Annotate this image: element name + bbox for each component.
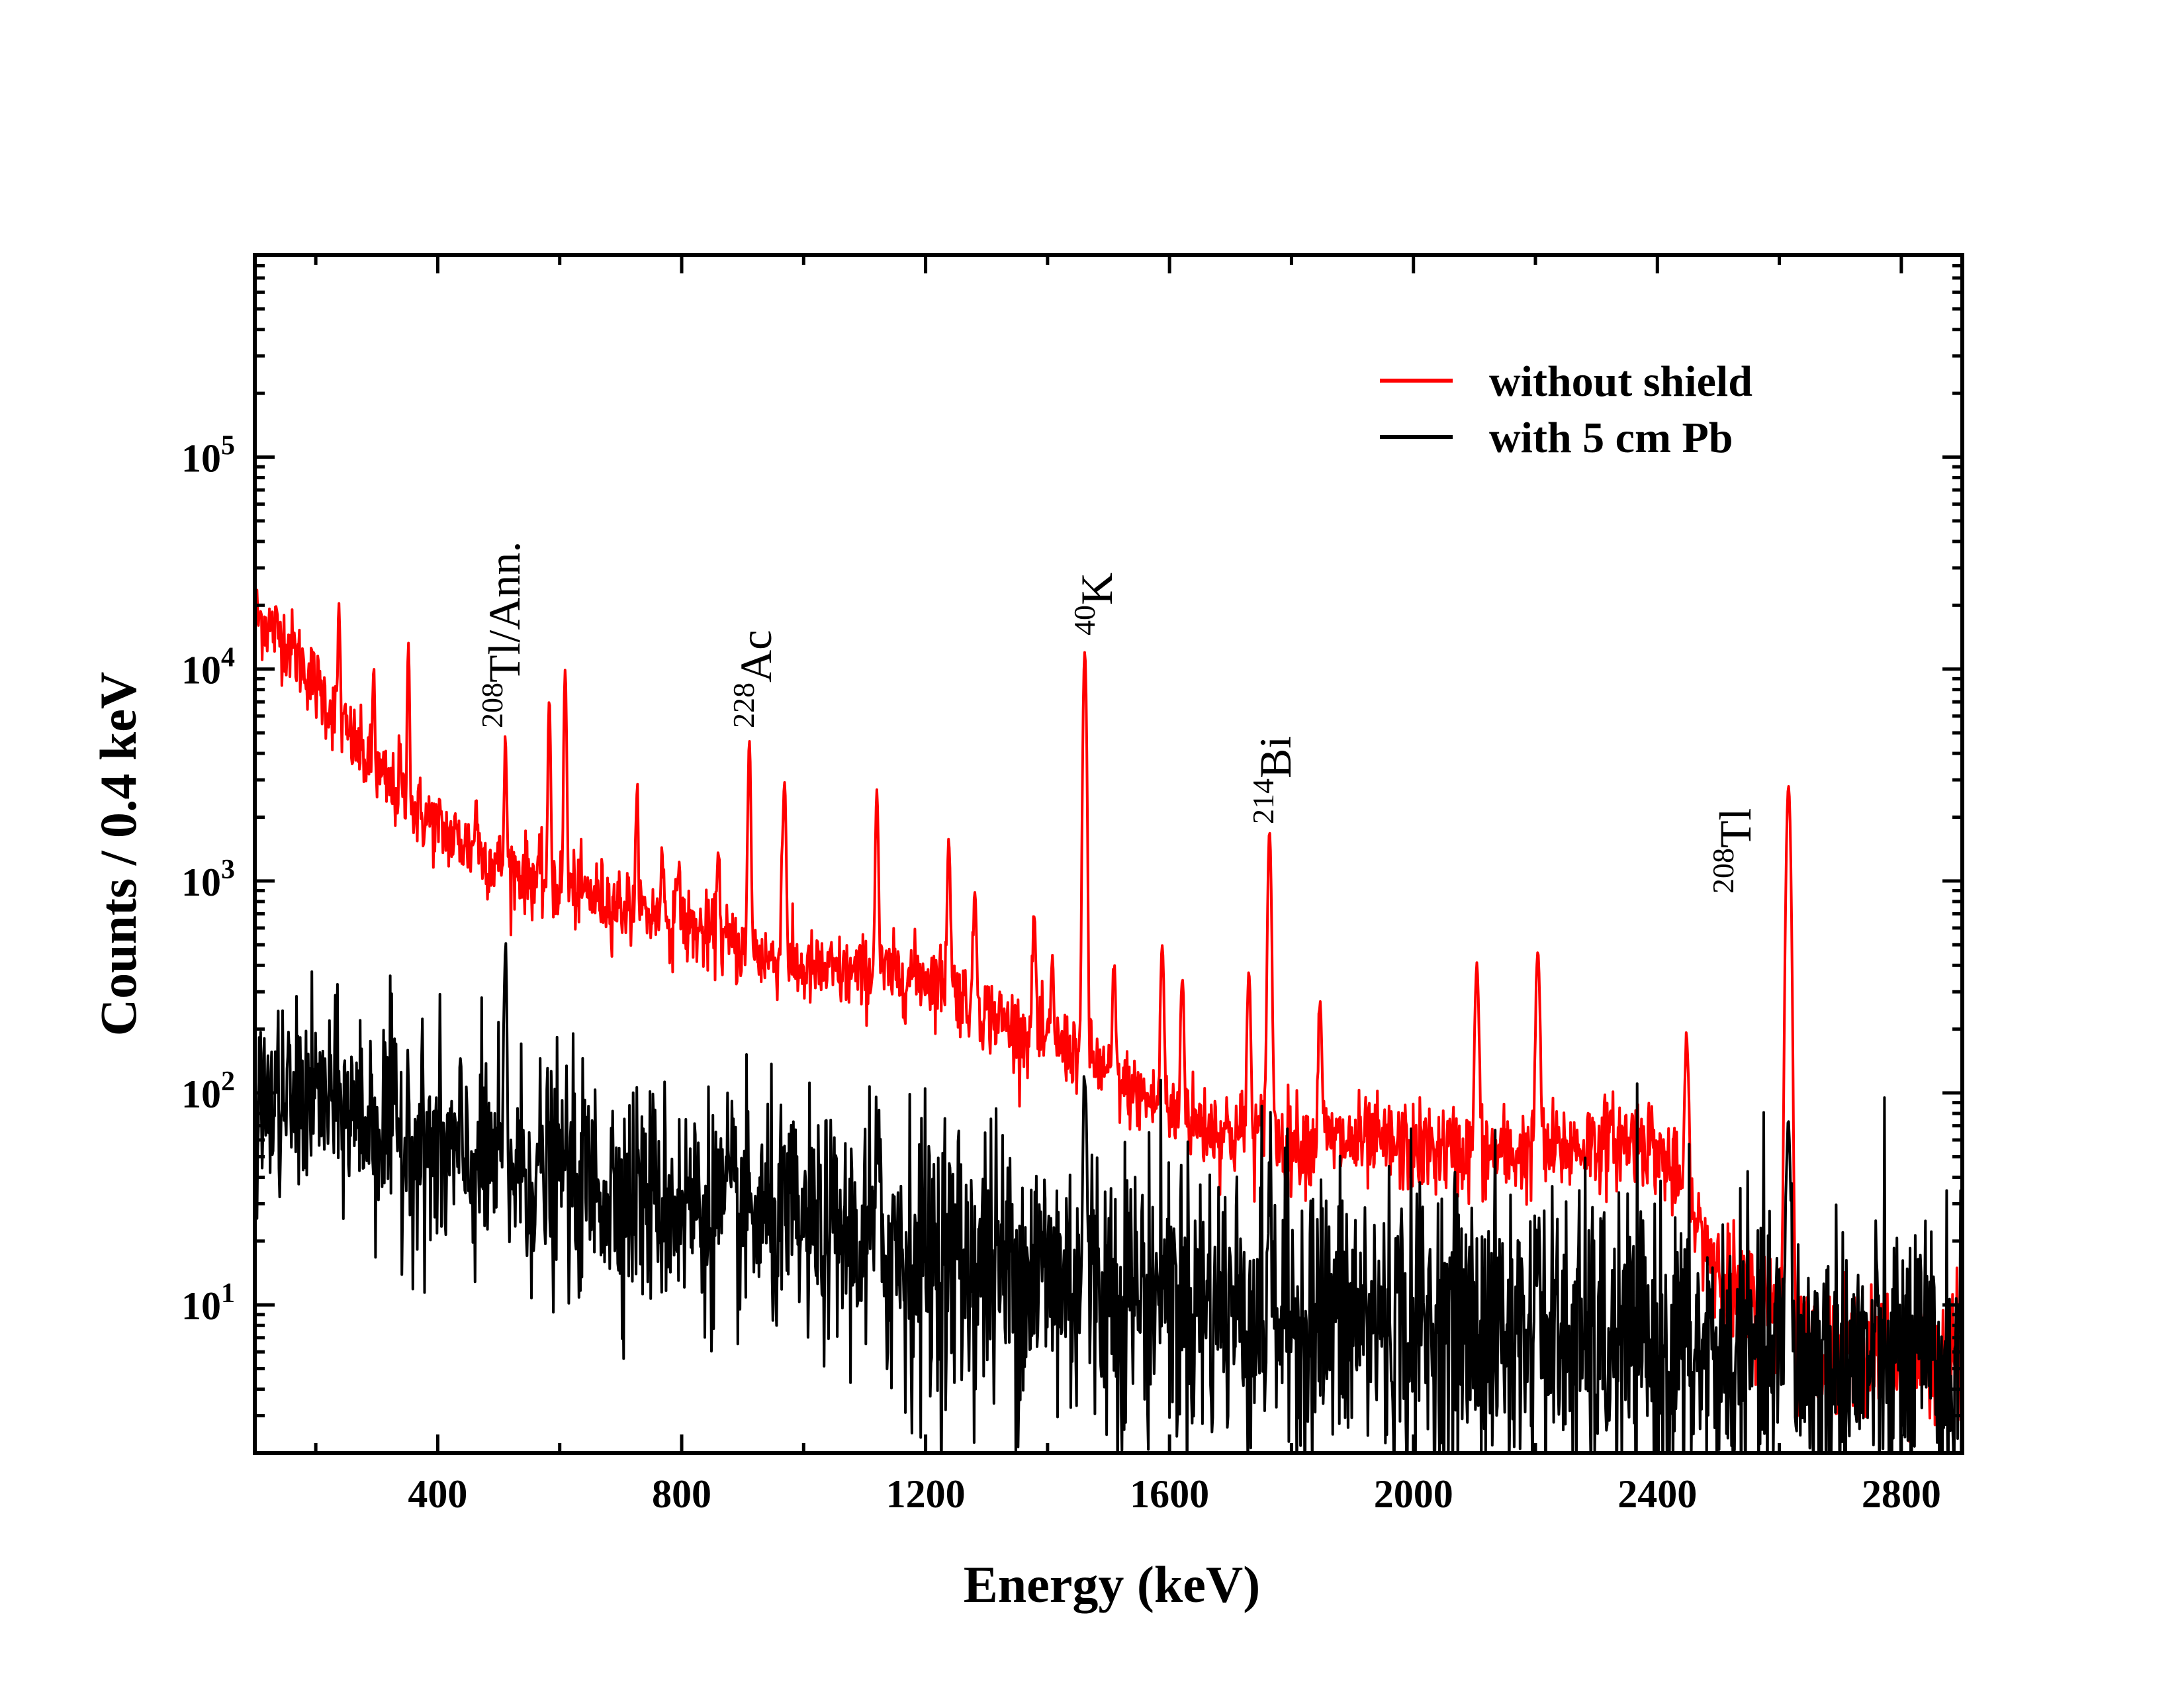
ticks-layer <box>255 253 1962 1455</box>
annotation-tl208: 208Tl <box>1706 808 1760 894</box>
svg-text:40K: 40K <box>1068 573 1122 635</box>
annotation-bi214: 214Bi <box>1246 736 1300 824</box>
x-tick-label: 2400 <box>1617 1472 1697 1516</box>
y-tick-label: 105 <box>181 431 235 481</box>
series-line-with-pb <box>255 942 1962 1453</box>
legend: without shield with 5 cm Pb <box>1380 357 1752 462</box>
annotation-tl208-label: Tl <box>1710 808 1760 848</box>
legend-label-without-shield: without shield <box>1489 357 1752 406</box>
x-tick-label: 2000 <box>1374 1472 1453 1516</box>
y-tick-label: 103 <box>181 855 235 904</box>
svg-text:208Tl: 208Tl <box>1706 808 1760 894</box>
series-line-without-shield <box>255 588 1962 1453</box>
plot-frame <box>253 253 1964 1455</box>
annotation-tl208-ann-label: Tl/Ann. <box>479 541 529 682</box>
annotation-tl208-ann: 208Tl/Ann. <box>475 541 529 728</box>
y-tick-label: 102 <box>181 1066 235 1116</box>
x-tick-label: 1600 <box>1130 1472 1209 1516</box>
x-tick-label: 1200 <box>886 1472 966 1516</box>
y-axis-title: Counts / 0.4 keV <box>89 672 147 1036</box>
annotation-ac228-label: Ac <box>731 630 781 682</box>
series-layer <box>255 588 1962 1453</box>
annotation-k40-label: K <box>1071 573 1122 605</box>
annotation-k40: 40K <box>1068 573 1122 635</box>
annotation-ac228-mass: 228 <box>727 682 760 728</box>
svg-text:228Ac: 228Ac <box>727 630 781 728</box>
x-axis-title: Energy (keV) <box>964 1556 1260 1613</box>
annotation-bi214-mass: 214 <box>1246 778 1280 824</box>
y-tick-label: 104 <box>181 643 235 692</box>
y-tick-labels: 101 102 103 104 105 <box>181 431 235 1329</box>
annotation-tl208-ann-mass: 208 <box>475 682 509 728</box>
legend-label-with-pb: with 5 cm Pb <box>1489 414 1733 462</box>
annotation-tl208-mass: 208 <box>1706 848 1740 894</box>
svg-text:214Bi: 214Bi <box>1246 736 1300 824</box>
y-tick-label: 101 <box>181 1278 235 1328</box>
x-tick-label: 2800 <box>1862 1472 1941 1516</box>
x-tick-label: 800 <box>652 1472 711 1516</box>
x-tick-labels: 400 800 1200 1600 2000 2400 2800 <box>408 1472 1940 1516</box>
svg-text:208Tl/Ann.: 208Tl/Ann. <box>475 541 529 728</box>
annotation-bi214-label: Bi <box>1250 736 1300 778</box>
annotation-k40-mass: 40 <box>1068 605 1101 635</box>
annotation-ac228: 228Ac <box>727 630 781 728</box>
x-tick-label: 400 <box>408 1472 467 1516</box>
